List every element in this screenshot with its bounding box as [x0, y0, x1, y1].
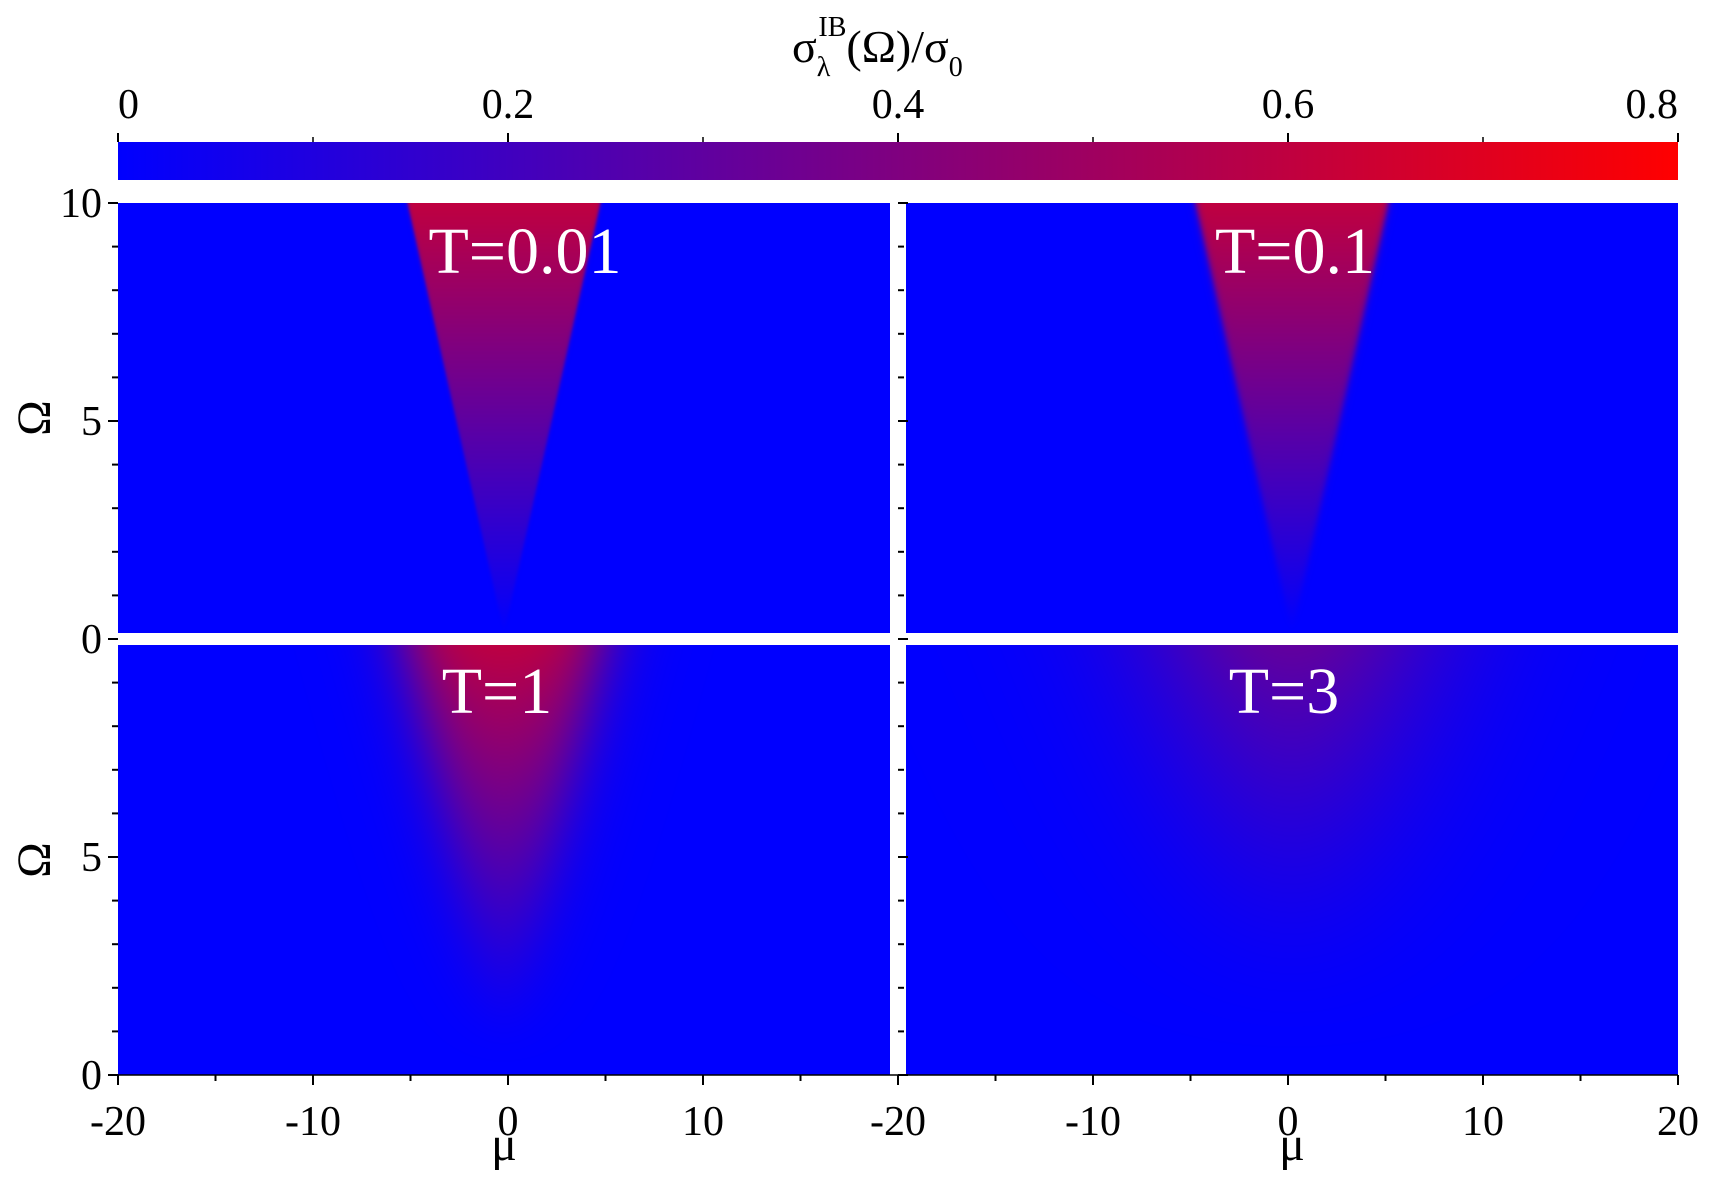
colorbar-title-symbol: σ — [792, 21, 817, 72]
colorbar-title-denominator-subscript: 0 — [949, 52, 963, 83]
panel-t-0-01: T=0.01 — [118, 203, 890, 633]
colorbar-tick-label: 0 — [118, 82, 139, 128]
heatmap-image-t-3 — [906, 645, 1678, 1075]
panel-label-t-3: T=3 — [1229, 655, 1340, 728]
y-tick-label-top-10: 10 — [60, 181, 102, 227]
x-tick-label-right: 20 — [1657, 1099, 1699, 1145]
y-tick-label-bottom-0: 0 — [81, 1053, 102, 1099]
colorbar-tick-label: 0.2 — [482, 82, 535, 128]
panel-t-3: T=3 — [906, 645, 1678, 1075]
x-tick-label-right: -10 — [1065, 1099, 1121, 1145]
heatmap-image-t-0-1 — [906, 203, 1678, 633]
panel-t-1: T=1 — [118, 645, 890, 1075]
colorbar-title-expression: (Ω)/σ — [846, 21, 949, 72]
colorbar-title: σλ IB(Ω)/σ0 — [792, 12, 963, 83]
y-tick-label-top-0: 0 — [81, 617, 102, 663]
axis-ticks: -20 -20 -10 -10 0 0 10 10 20 10 5 0 5 0 — [60, 181, 1699, 1145]
x-axis-title-right: μ — [1279, 1118, 1305, 1171]
panel-t-0-1: T=0.1 — [906, 203, 1678, 633]
x-tick-label-left: -20 — [90, 1099, 146, 1145]
heatmap-image-t-0-01 — [118, 203, 890, 633]
colorbar-tick-label: 0.6 — [1262, 82, 1315, 128]
colorbar-title-subscript: λ — [817, 52, 831, 83]
colorbar: 0 0.2 0.4 0.6 0.8 σλIB(Ω)/σ0 — [117, 12, 1679, 180]
y-axis-title-bottom: Ω — [8, 842, 61, 878]
axis-titles: μ μ Ω Ω — [8, 400, 1305, 1171]
x-tick-label-left: 10 — [682, 1099, 724, 1145]
x-tick-label-right: -20 — [870, 1099, 926, 1145]
colorbar-title-superscript: IB — [818, 12, 846, 43]
x-tick-label-left: -10 — [285, 1099, 341, 1145]
y-tick-label-top-5: 5 — [81, 399, 102, 445]
colorbar-tick-label: 0.4 — [872, 82, 925, 128]
x-tick-label-left: 0 — [498, 1099, 519, 1145]
colorbar-gradient — [118, 142, 1678, 180]
colorbar-tick-label: 0.8 — [1626, 82, 1679, 128]
heatmap-panels: T=0.01 T=0.1 T=1 T=3 — [118, 203, 1678, 1075]
panel-label-t-0-1: T=0.1 — [1215, 215, 1375, 288]
y-axis-title-top: Ω — [8, 400, 61, 436]
x-tick-label-right: 0 — [1278, 1099, 1299, 1145]
panel-label-t-0-01: T=0.01 — [428, 215, 621, 288]
y-tick-label-bottom-5: 5 — [81, 835, 102, 881]
colorbar-ticks: 0 0.2 0.4 0.6 0.8 — [117, 82, 1679, 142]
x-tick-label-right: 10 — [1462, 1099, 1504, 1145]
heatmap-image-t-1 — [118, 645, 890, 1075]
x-axis-title-left: μ — [491, 1118, 517, 1171]
panel-label-t-1: T=1 — [442, 655, 553, 728]
